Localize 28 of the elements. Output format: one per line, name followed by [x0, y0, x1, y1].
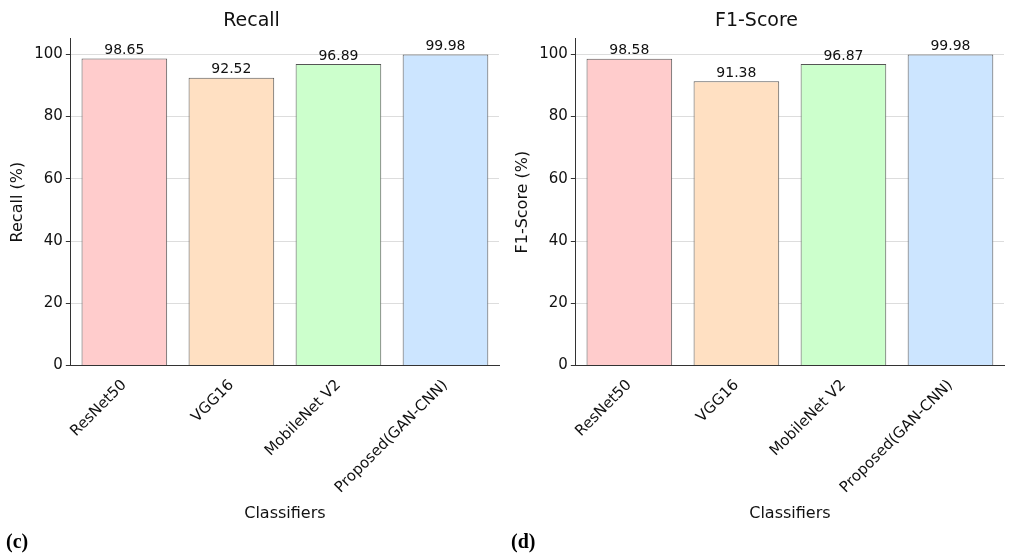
y-tick-label: 80	[43, 106, 63, 125]
y-tick-label: 60	[548, 168, 568, 187]
y-tick-label: 100	[539, 44, 568, 63]
y-axis-title: F1-Score (%)	[511, 150, 531, 254]
text: (d)	[511, 530, 536, 554]
y-tick-label: 60	[43, 168, 63, 187]
y-axis-title: Recall (%)	[6, 161, 26, 243]
chart-title: Recall	[223, 8, 280, 31]
y-tick-label: 0	[53, 355, 63, 374]
y-tick-label: 80	[548, 106, 568, 125]
data-label: 96.87	[823, 46, 864, 63]
chart-title: F1-Score	[714, 8, 799, 31]
data-label: 98.58	[609, 41, 650, 58]
y-tick-label: 20	[43, 293, 63, 312]
x-axis-title: Classifiers	[244, 502, 326, 522]
data-label: 98.65	[104, 41, 145, 58]
data-label: 99.98	[930, 37, 971, 54]
y-tick-label: 100	[34, 44, 63, 63]
y-tick-label: 40	[43, 230, 63, 249]
y-tick-label: 40	[548, 230, 568, 249]
x-axis-title: Classifiers	[749, 502, 831, 522]
data-label: 92.52	[211, 60, 252, 77]
data-label: 99.98	[425, 37, 466, 54]
data-label: 91.38	[716, 63, 757, 80]
text: (c)	[6, 530, 29, 554]
data-label: 96.89	[318, 46, 359, 63]
y-tick-label: 20	[548, 293, 568, 312]
y-tick-label: 0	[558, 355, 568, 374]
